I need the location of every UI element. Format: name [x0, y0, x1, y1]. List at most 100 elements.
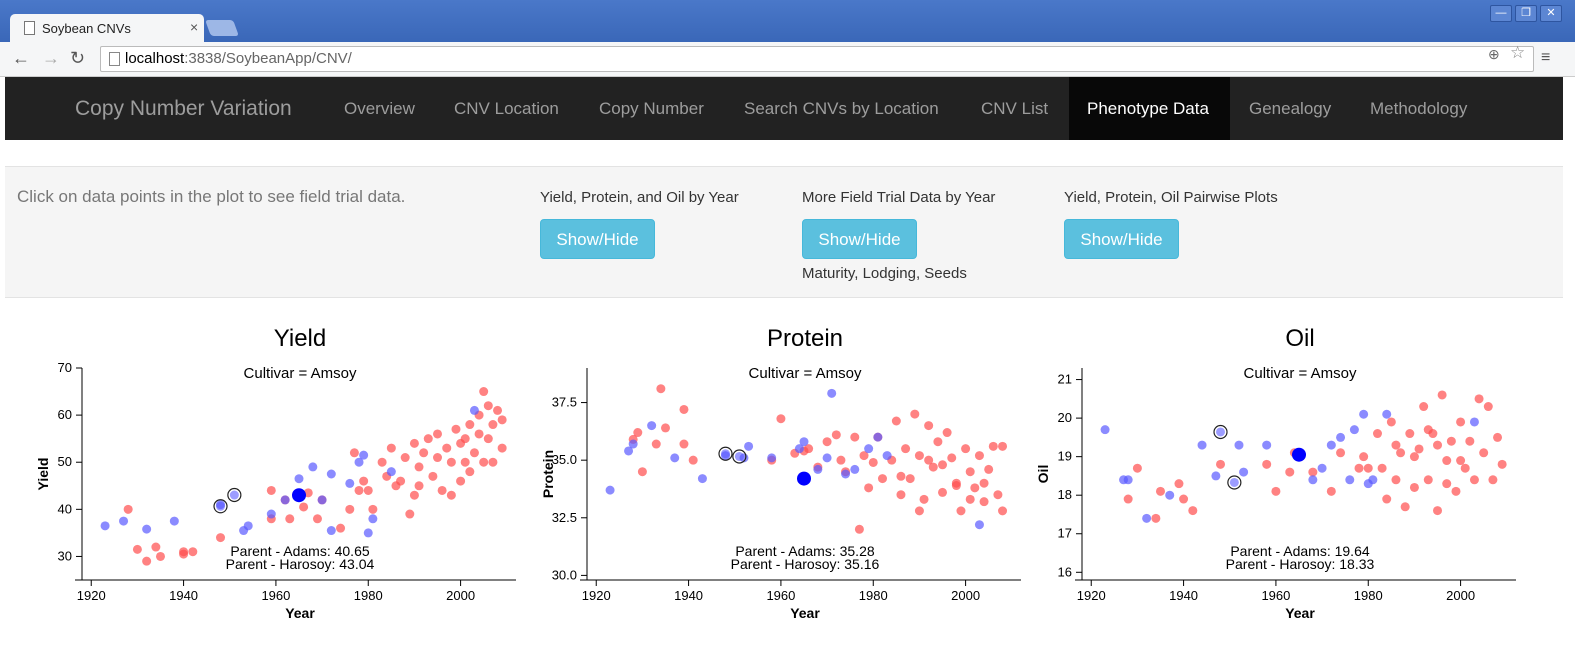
- red-data-point: [419, 448, 429, 458]
- yield-protein-oil-toggle-button[interactable]: Show/Hide: [540, 219, 655, 259]
- blue-data-point: [670, 453, 680, 463]
- red-data-point: [409, 438, 419, 448]
- blue-data-point: [326, 526, 336, 536]
- parent-marker-ring: [732, 449, 747, 464]
- nav-genealogy[interactable]: Genealogy: [1249, 99, 1332, 118]
- pairwise-toggle-button[interactable]: Show/Hide: [1064, 219, 1179, 259]
- red-data-point: [914, 451, 924, 461]
- blue-data-point: [1165, 490, 1175, 500]
- red-data-point: [896, 490, 906, 500]
- nav-copy-number[interactable]: Copy Number: [599, 99, 704, 118]
- blue-data-point: [345, 478, 355, 488]
- parent-annotation: Parent - Adams: 35.28: [735, 543, 875, 559]
- red-data-point: [1409, 452, 1419, 462]
- brand-title[interactable]: Copy Number Variation: [75, 97, 292, 120]
- red-data-point: [151, 542, 161, 552]
- menu-icon[interactable]: ≡: [1541, 49, 1551, 66]
- new-tab-button[interactable]: [205, 20, 239, 36]
- red-data-point: [479, 387, 489, 397]
- red-data-point: [345, 504, 355, 514]
- app-navbar: Copy Number Variation Overview CNV Locat…: [5, 77, 1563, 140]
- parent-annotation: Parent - Harosoy: 35.16: [731, 556, 880, 572]
- url-path: :3838/SoybeanApp/CNV/: [184, 50, 352, 67]
- blue-data-point: [100, 521, 110, 531]
- red-data-point: [891, 416, 901, 426]
- red-data-point: [1469, 475, 1479, 485]
- blue-data-point: [359, 450, 369, 460]
- parent-data-point: [721, 449, 731, 459]
- blue-data-point: [873, 432, 883, 442]
- red-data-point: [914, 506, 924, 516]
- red-data-point: [433, 429, 443, 439]
- yield-chart[interactable]: Yield Cultivar = Amsoy 1920 1940 1960 1980 200…: [20, 318, 520, 628]
- back-icon[interactable]: ←: [12, 48, 30, 68]
- nav-methodology[interactable]: Methodology: [1370, 99, 1468, 118]
- red-data-point: [1382, 494, 1392, 504]
- red-data-point: [910, 409, 920, 419]
- bookmark-star-icon[interactable]: ☆: [1510, 43, 1526, 62]
- field-trial-toggle-button[interactable]: Show/Hide: [802, 219, 917, 259]
- nav-search-cnvs[interactable]: Search CNVs by Location: [744, 99, 939, 118]
- red-data-point: [859, 451, 869, 461]
- blue-data-point: [1211, 471, 1221, 481]
- minimize-button[interactable]: —: [1490, 5, 1512, 22]
- blue-data-point: [1100, 425, 1110, 435]
- red-data-point: [1423, 475, 1433, 485]
- red-data-point: [474, 429, 484, 439]
- zoom-icon[interactable]: ⊕: [1488, 46, 1500, 62]
- red-data-point: [1446, 436, 1456, 446]
- forward-icon[interactable]: →: [42, 48, 60, 68]
- y-axis-label: Protein: [540, 450, 556, 498]
- red-data-point: [933, 437, 943, 447]
- red-data-point: [336, 523, 346, 533]
- red-data-point: [497, 415, 507, 425]
- parent-data-point: [734, 451, 744, 461]
- page-icon: [24, 21, 35, 35]
- protein-chart[interactable]: Protein Cultivar = Amsoy 1920 1940 1960 1980 2…: [525, 318, 1025, 628]
- y-tick-label: 18: [1058, 487, 1072, 502]
- parent-data-point: [1216, 427, 1226, 437]
- red-data-point: [363, 485, 373, 495]
- y-tick-label: 21: [1058, 372, 1072, 387]
- nav-cnv-list[interactable]: CNV List: [981, 99, 1049, 118]
- red-data-point: [974, 451, 984, 461]
- blue-data-point: [119, 516, 129, 526]
- x-tick-label: 1940: [1169, 588, 1198, 603]
- red-data-point: [451, 424, 461, 434]
- browser-tab[interactable]: Soybean CNVs ×: [10, 14, 204, 42]
- blue-data-point: [1142, 513, 1152, 523]
- red-data-point: [123, 504, 133, 514]
- x-tick-label: 1980: [859, 588, 888, 603]
- tab-close-icon[interactable]: ×: [190, 19, 199, 35]
- red-data-point: [1488, 475, 1498, 485]
- red-data-point: [377, 457, 387, 467]
- red-data-point: [1465, 436, 1475, 446]
- chart-subtitle: Cultivar = Amsoy: [1244, 365, 1357, 382]
- instruction-text: Click on data points in the plot to see …: [17, 187, 406, 206]
- red-data-point: [285, 514, 295, 524]
- nav-phenotype-data[interactable]: Phenotype Data: [1069, 77, 1230, 140]
- red-data-point: [132, 544, 142, 554]
- nav-overview[interactable]: Overview: [344, 99, 415, 118]
- red-data-point: [266, 485, 276, 495]
- address-bar[interactable]: localhost:3838/SoybeanApp/CNV/: [100, 46, 1534, 72]
- reload-icon[interactable]: ↻: [70, 48, 86, 68]
- y-tick-label: 40: [58, 501, 72, 516]
- red-data-point: [1354, 463, 1364, 473]
- red-data-point: [299, 502, 309, 512]
- red-data-point: [179, 549, 189, 559]
- tab-title: Soybean CNVs: [42, 21, 131, 36]
- red-data-point: [836, 455, 846, 465]
- red-data-point: [1460, 463, 1470, 473]
- red-data-point: [656, 384, 666, 394]
- maximize-button[interactable]: ❐: [1515, 5, 1537, 22]
- blue-data-point: [794, 444, 804, 454]
- blue-data-point: [628, 439, 638, 449]
- close-window-button[interactable]: ✕: [1540, 5, 1562, 22]
- blue-data-point: [1326, 440, 1336, 450]
- blue-data-point: [974, 520, 984, 530]
- browser-titlebar: Soybean CNVs × — ❐ ✕: [0, 0, 1575, 42]
- nav-cnv-location[interactable]: CNV Location: [454, 99, 559, 118]
- red-data-point: [414, 481, 424, 491]
